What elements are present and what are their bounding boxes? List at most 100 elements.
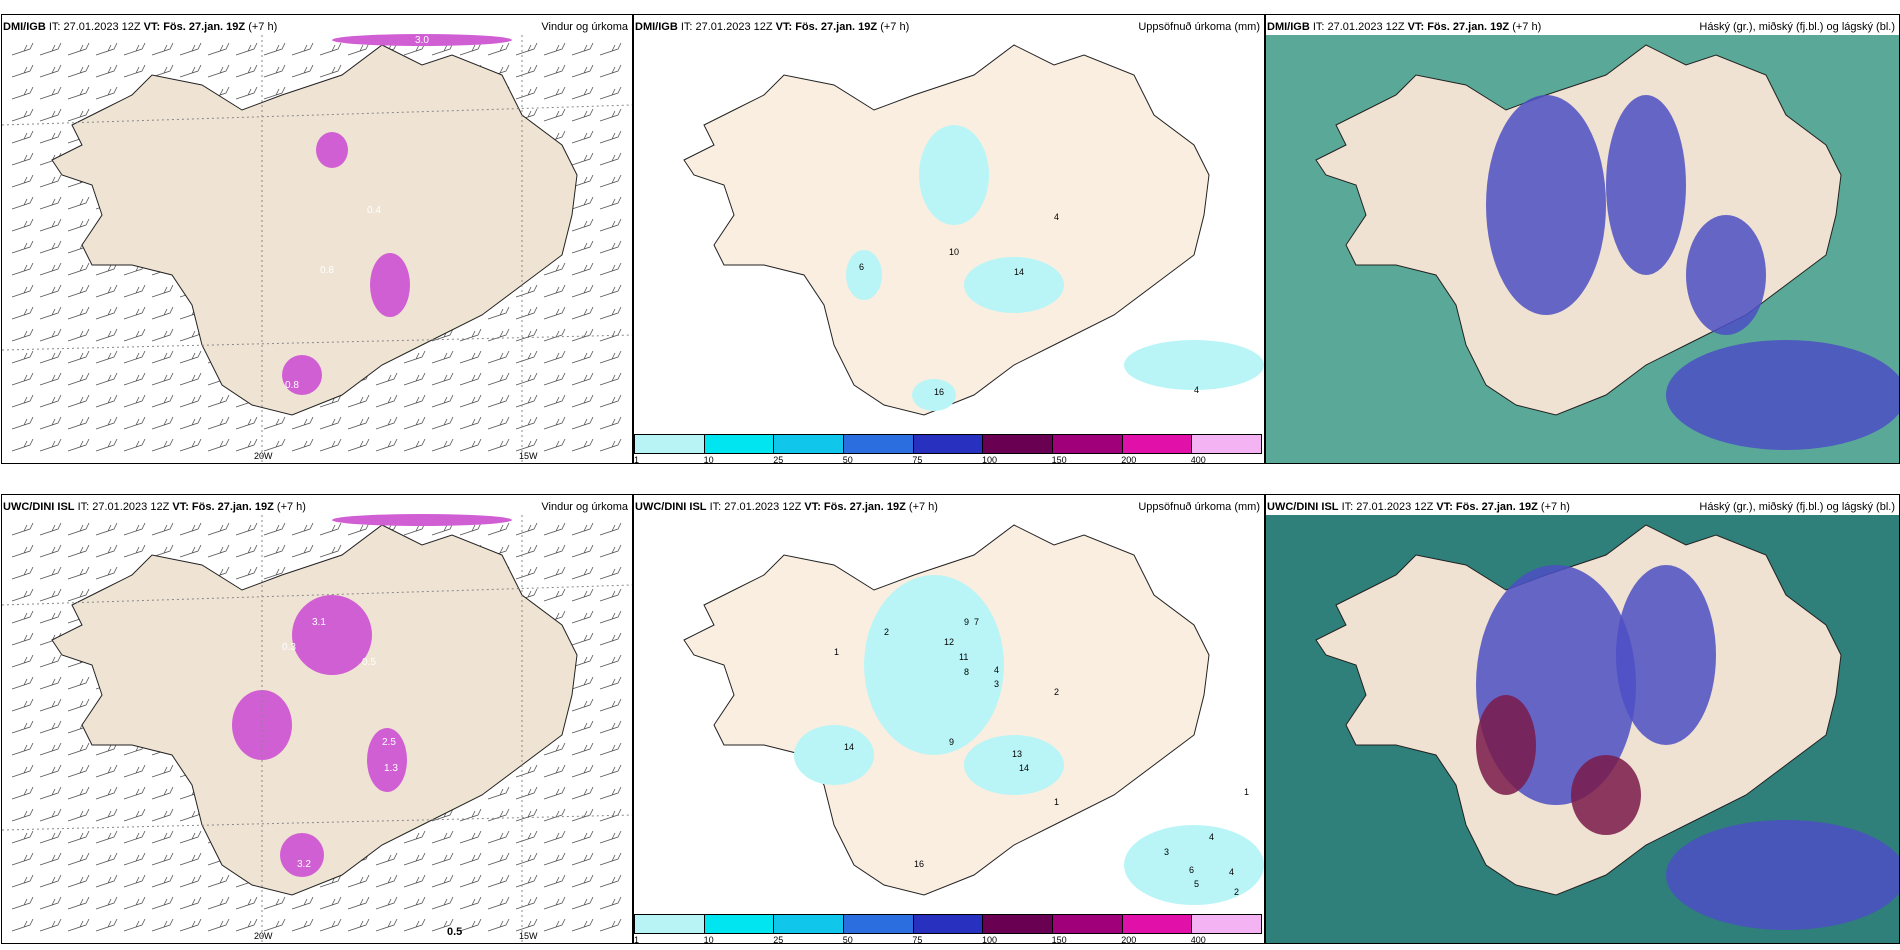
wind-barb: [571, 394, 594, 408]
wind-barb: [67, 394, 90, 408]
wind-barb: [39, 544, 62, 558]
wind-barb: [39, 86, 62, 100]
wind-barb: [543, 42, 566, 56]
wind-barb: [459, 328, 482, 342]
wind-barb: [487, 416, 510, 430]
precip-area: [964, 735, 1064, 795]
wind-barb: [543, 764, 566, 778]
cloud-mid: [1666, 820, 1899, 930]
wind-barb: [67, 416, 90, 430]
precip-value-label: 16: [934, 387, 944, 397]
wind-barb: [11, 698, 34, 712]
wind-barb: [571, 196, 594, 210]
wind-barb: [39, 328, 62, 342]
lon-label: 20W: [254, 931, 273, 941]
wind-barb: [67, 544, 90, 558]
wind-barb: [515, 306, 538, 320]
wind-barb: [39, 416, 62, 430]
wind-barb: [459, 874, 482, 888]
precip-area: [846, 250, 882, 300]
precip-value-label: 9: [949, 737, 954, 747]
wind-barb: [403, 918, 426, 932]
wind-barb: [515, 394, 538, 408]
wind-barb: [571, 808, 594, 822]
wind-barb: [235, 42, 258, 56]
wind-barb: [515, 566, 538, 580]
wind-barb: [599, 240, 622, 254]
wind-barb: [291, 918, 314, 932]
wind-barb: [11, 350, 34, 364]
wind-barb: [487, 350, 510, 364]
wind-barb: [11, 218, 34, 232]
wind-barb: [487, 394, 510, 408]
wind-barb: [571, 610, 594, 624]
wind-barb: [11, 896, 34, 910]
wind-barb: [571, 284, 594, 298]
wind-barb: [599, 522, 622, 536]
wind-barb: [39, 350, 62, 364]
panel-header: UWC/DINI ISL IT: 27.01.2023 12Z VT: Fös.…: [635, 501, 938, 513]
wind-barb: [515, 874, 538, 888]
wind-barb: [599, 874, 622, 888]
wind-barb: [151, 372, 174, 386]
wind-barb: [67, 196, 90, 210]
wind-barb: [543, 808, 566, 822]
wind-barb: [11, 328, 34, 342]
wind-barb: [95, 284, 118, 298]
wind-barb: [543, 328, 566, 342]
precip-value-label: 4: [1194, 385, 1199, 395]
wind-barb: [39, 262, 62, 276]
colorbar-label: 100: [982, 935, 998, 945]
wind-barb: [599, 152, 622, 166]
wind-barb: [235, 566, 258, 580]
wind-barb: [515, 372, 538, 386]
wind-barb: [431, 896, 454, 910]
wind-barb: [599, 130, 622, 144]
wind-barb: [39, 108, 62, 122]
wind-barb: [403, 874, 426, 888]
wind-barb: [291, 64, 314, 78]
wind-barb: [347, 896, 370, 910]
wind-barb: [179, 852, 202, 866]
precip-value-label: 10: [949, 247, 959, 257]
wind-barb: [487, 808, 510, 822]
wind-barb: [67, 874, 90, 888]
colorbar-label: 50: [842, 935, 853, 945]
wind-barb: [571, 262, 594, 276]
colorbar-segment: [1122, 435, 1193, 453]
wind-barb: [543, 438, 566, 452]
wind-value-label: 0.5: [362, 657, 376, 668]
wind-barb: [515, 896, 538, 910]
wind-barb: [571, 372, 594, 386]
wind-barb: [347, 416, 370, 430]
wind-barb: [319, 896, 342, 910]
wind-barb: [67, 896, 90, 910]
wind-barb: [207, 874, 230, 888]
wind-barb: [543, 416, 566, 430]
wind-barb: [431, 438, 454, 452]
wind-barb: [151, 64, 174, 78]
colorbar-label: 400: [1190, 455, 1206, 465]
wind-barb: [95, 786, 118, 800]
precip-area: [912, 379, 956, 411]
wind-barb: [403, 394, 426, 408]
wind-barb: [151, 522, 174, 536]
cloud-map: [1266, 35, 1899, 463]
wind-barb: [67, 786, 90, 800]
wind-barb: [599, 394, 622, 408]
wind-barb: [599, 350, 622, 364]
wind-barb: [403, 896, 426, 910]
wind-barb: [571, 830, 594, 844]
wind-barb: [11, 42, 34, 56]
wind-barb: [515, 64, 538, 78]
wind-barb: [67, 852, 90, 866]
precip-area: [794, 725, 874, 785]
wind-barb: [487, 42, 510, 56]
wind-value-label: 3.1: [312, 617, 326, 628]
cloud-map: [1266, 515, 1899, 943]
precip-area: [316, 132, 348, 168]
wind-barb: [39, 588, 62, 602]
wind-barb: [11, 808, 34, 822]
colorbar-label: 400: [1190, 935, 1206, 945]
wind-barb: [599, 610, 622, 624]
